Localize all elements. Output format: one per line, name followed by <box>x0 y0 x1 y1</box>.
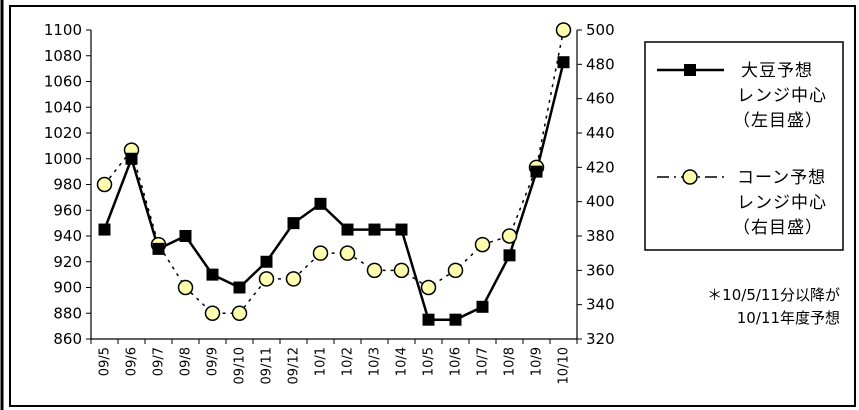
x-tick-label: 10/1 <box>314 347 329 376</box>
x-tick-label: 10/8 <box>503 347 518 376</box>
corn-point <box>339 245 356 261</box>
corn-point <box>366 262 383 279</box>
soy-point <box>530 165 543 178</box>
soy-point <box>260 255 273 268</box>
left-tick-label: 1040 <box>44 98 82 116</box>
soy-point <box>503 249 516 262</box>
corn-point <box>231 305 248 321</box>
legend-soy-label-1: 大豆予想 <box>741 61 813 81</box>
soy-point <box>476 300 489 313</box>
x-tick-label: 10/7 <box>476 347 491 376</box>
legend-corn-label-3: （右目盛） <box>733 218 823 238</box>
legend-soy-marker <box>684 64 696 76</box>
x-tick-label: 10/9 <box>530 347 545 376</box>
x-tick-label: 09/9 <box>206 347 221 376</box>
x-tick-label: 09/6 <box>125 347 140 376</box>
right-tick-label: 380 <box>586 227 615 245</box>
soy-point <box>395 223 408 236</box>
left-tick-label: 960 <box>53 201 82 219</box>
corn-point <box>393 262 410 279</box>
soy-point <box>233 281 246 294</box>
right-tick-label: 420 <box>586 158 615 176</box>
chart-frame <box>9 5 856 407</box>
right-tick-label: 360 <box>586 261 615 279</box>
legend-corn-label-1: コーン予想 <box>737 168 826 188</box>
soy-point <box>422 313 435 326</box>
x-tick-label: 09/5 <box>98 347 113 376</box>
x-tick-label: 10/3 <box>368 347 383 376</box>
corn-point <box>474 236 491 253</box>
x-tick-label: 10/4 <box>395 347 410 376</box>
right-tick-label: 460 <box>586 90 615 108</box>
left-tick-label: 860 <box>53 330 82 348</box>
left-tick-label: 920 <box>53 253 82 271</box>
right-tick-label: 500 <box>586 21 615 39</box>
note-line-2: 10/11年度予想 <box>737 309 840 327</box>
left-tick-label: 900 <box>53 279 82 297</box>
x-tick-label: 09/10 <box>233 347 248 384</box>
right-tick-label: 440 <box>586 124 615 142</box>
corn-point <box>555 22 572 38</box>
right-tick-label: 320 <box>586 330 615 348</box>
soy-point <box>125 152 138 165</box>
legend-corn-marker <box>682 169 698 185</box>
soy-point <box>368 223 381 236</box>
right-tick-label: 400 <box>586 193 615 211</box>
x-tick-label: 10/2 <box>341 347 356 376</box>
corn-point <box>285 271 302 287</box>
right-tick-label: 340 <box>586 296 615 314</box>
corn-point <box>447 262 464 279</box>
corn-point <box>312 245 329 261</box>
legend-soy-label-2: レンジ中心 <box>737 86 827 106</box>
left-tick-label: 980 <box>53 176 82 194</box>
x-tick-label: 09/8 <box>179 347 194 376</box>
left-tick-label: 880 <box>53 304 82 322</box>
soy-point <box>314 197 327 210</box>
soy-point <box>341 223 354 236</box>
x-tick-label: 10/5 <box>422 347 437 376</box>
soy-point <box>449 313 462 326</box>
note-line-1: ＊10/5/11分以降が <box>707 286 840 304</box>
soy-point <box>287 217 300 230</box>
soy-point <box>152 242 165 255</box>
legend-corn-label-2: レンジ中心 <box>737 193 827 213</box>
legend-soy-label-3: （左目盛） <box>733 111 823 131</box>
corn-point <box>420 279 437 296</box>
corn-point <box>96 176 113 193</box>
corn-point <box>177 279 194 296</box>
x-tick-label: 09/12 <box>287 347 302 384</box>
soy-point <box>98 223 111 236</box>
right-tick-label: 480 <box>586 55 615 73</box>
x-tick-label: 10/10 <box>557 347 572 384</box>
left-tick-label: 1020 <box>44 124 82 142</box>
x-tick-label: 09/7 <box>152 347 167 376</box>
x-tick-label: 09/11 <box>260 347 275 384</box>
plot-area: 860 880 900 920 940 960 980 1000 1020 1040 1060 108… <box>44 21 615 384</box>
soy-point <box>557 56 570 69</box>
soy-point <box>206 268 219 281</box>
corn-point <box>501 228 518 244</box>
left-tick-label: 1080 <box>44 47 82 65</box>
left-tick-label: 1060 <box>44 73 82 91</box>
corn-series-line <box>103 29 565 314</box>
left-tick-label: 1100 <box>44 21 82 39</box>
corn-point <box>258 271 275 287</box>
legend-box <box>644 41 844 251</box>
left-tick-label: 940 <box>53 227 82 245</box>
legend: 大豆予想 レンジ中心 （左目盛） コーン予想 レンジ中心 （右目盛） <box>644 41 844 251</box>
left-tick-label: 1000 <box>44 150 82 168</box>
soy-series-line <box>103 61 565 321</box>
corn-point <box>204 305 221 321</box>
x-tick-label: 10/6 <box>449 347 464 376</box>
soy-point <box>179 230 192 242</box>
